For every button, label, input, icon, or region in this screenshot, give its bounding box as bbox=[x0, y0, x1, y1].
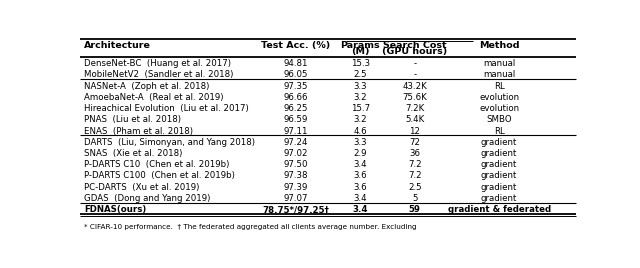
Text: 96.66: 96.66 bbox=[284, 93, 308, 102]
Text: 3.4: 3.4 bbox=[353, 194, 367, 203]
Text: 78.75*/97.25†: 78.75*/97.25† bbox=[262, 205, 329, 214]
Text: 5.4K: 5.4K bbox=[405, 115, 424, 124]
Text: gradient: gradient bbox=[481, 149, 517, 158]
Text: * CIFAR-10 performance.  † The federated aggregated all clients average number. : * CIFAR-10 performance. † The federated … bbox=[84, 224, 417, 230]
Text: 96.59: 96.59 bbox=[284, 115, 308, 124]
Text: P-DARTS C100  (Chen et al. 2019b): P-DARTS C100 (Chen et al. 2019b) bbox=[84, 172, 235, 180]
Text: 3.3: 3.3 bbox=[353, 82, 367, 91]
Text: 7.2K: 7.2K bbox=[405, 104, 424, 113]
Text: manual: manual bbox=[483, 70, 515, 79]
Text: 5: 5 bbox=[412, 194, 417, 203]
Text: 97.02: 97.02 bbox=[284, 149, 308, 158]
Text: 7.2: 7.2 bbox=[408, 160, 422, 169]
Text: 97.24: 97.24 bbox=[284, 138, 308, 147]
Text: gradient & federated: gradient & federated bbox=[447, 205, 550, 214]
Text: 43.2K: 43.2K bbox=[403, 82, 427, 91]
Text: 3.2: 3.2 bbox=[353, 93, 367, 102]
Text: 2.9: 2.9 bbox=[353, 149, 367, 158]
Text: RL: RL bbox=[493, 82, 504, 91]
Text: 97.50: 97.50 bbox=[284, 160, 308, 169]
Text: SNAS  (Xie et al. 2018): SNAS (Xie et al. 2018) bbox=[84, 149, 182, 158]
Text: gradient: gradient bbox=[481, 183, 517, 192]
Text: 3.2: 3.2 bbox=[353, 115, 367, 124]
Text: Architecture: Architecture bbox=[84, 41, 151, 50]
Text: 3.6: 3.6 bbox=[353, 183, 367, 192]
Text: -: - bbox=[413, 59, 417, 68]
Text: DARTS  (Liu, Simonyan, and Yang 2018): DARTS (Liu, Simonyan, and Yang 2018) bbox=[84, 138, 255, 147]
Text: 94.81: 94.81 bbox=[284, 59, 308, 68]
Text: manual: manual bbox=[483, 59, 515, 68]
Text: 97.39: 97.39 bbox=[284, 183, 308, 192]
Text: FDNAS(ours): FDNAS(ours) bbox=[84, 205, 146, 214]
Text: Params: Params bbox=[340, 41, 380, 50]
Text: 72: 72 bbox=[410, 138, 420, 147]
Text: gradient: gradient bbox=[481, 160, 517, 169]
Text: PNAS  (Liu et al. 2018): PNAS (Liu et al. 2018) bbox=[84, 115, 181, 124]
Text: AmoebaNet-A  (Real et al. 2019): AmoebaNet-A (Real et al. 2019) bbox=[84, 93, 223, 102]
Text: Search Cost: Search Cost bbox=[383, 41, 447, 50]
Text: gradient: gradient bbox=[481, 138, 517, 147]
Text: evolution: evolution bbox=[479, 104, 519, 113]
Text: Hireachical Evolution  (Liu et al. 2017): Hireachical Evolution (Liu et al. 2017) bbox=[84, 104, 249, 113]
Text: evolution: evolution bbox=[479, 93, 519, 102]
Text: 3.6: 3.6 bbox=[353, 172, 367, 180]
Text: 2.5: 2.5 bbox=[408, 183, 422, 192]
Text: DenseNet-BC  (Huang et al. 2017): DenseNet-BC (Huang et al. 2017) bbox=[84, 59, 231, 68]
Text: 75.6K: 75.6K bbox=[403, 93, 427, 102]
Text: 15.3: 15.3 bbox=[351, 59, 370, 68]
Text: 36: 36 bbox=[410, 149, 420, 158]
Text: 3.3: 3.3 bbox=[353, 138, 367, 147]
Text: 2.5: 2.5 bbox=[353, 70, 367, 79]
Text: 15.7: 15.7 bbox=[351, 104, 370, 113]
Text: RL: RL bbox=[493, 126, 504, 136]
Text: 12: 12 bbox=[410, 126, 420, 136]
Text: 7.2: 7.2 bbox=[408, 172, 422, 180]
Text: 3.4: 3.4 bbox=[353, 205, 368, 214]
Text: 4.6: 4.6 bbox=[353, 126, 367, 136]
Text: PC-DARTS  (Xu et al. 2019): PC-DARTS (Xu et al. 2019) bbox=[84, 183, 199, 192]
Text: SMBO: SMBO bbox=[486, 115, 512, 124]
Text: GDAS  (Dong and Yang 2019): GDAS (Dong and Yang 2019) bbox=[84, 194, 211, 203]
Text: 97.11: 97.11 bbox=[284, 126, 308, 136]
Text: gradient: gradient bbox=[481, 172, 517, 180]
Text: (GPU hours): (GPU hours) bbox=[382, 47, 447, 57]
Text: ENAS  (Pham et al. 2018): ENAS (Pham et al. 2018) bbox=[84, 126, 193, 136]
Text: 97.38: 97.38 bbox=[284, 172, 308, 180]
Text: NASNet-A  (Zoph et al. 2018): NASNet-A (Zoph et al. 2018) bbox=[84, 82, 209, 91]
Text: -: - bbox=[413, 70, 417, 79]
Text: (M): (M) bbox=[351, 47, 369, 57]
Text: Test Acc. (%): Test Acc. (%) bbox=[261, 41, 330, 50]
Text: MobileNetV2  (Sandler et al. 2018): MobileNetV2 (Sandler et al. 2018) bbox=[84, 70, 234, 79]
Text: 59: 59 bbox=[409, 205, 420, 214]
Text: Method: Method bbox=[479, 41, 520, 50]
Text: 96.25: 96.25 bbox=[284, 104, 308, 113]
Text: 96.05: 96.05 bbox=[284, 70, 308, 79]
Text: 97.35: 97.35 bbox=[284, 82, 308, 91]
Text: 3.4: 3.4 bbox=[353, 160, 367, 169]
Text: gradient: gradient bbox=[481, 194, 517, 203]
Text: 97.07: 97.07 bbox=[284, 194, 308, 203]
Text: P-DARTS C10  (Chen et al. 2019b): P-DARTS C10 (Chen et al. 2019b) bbox=[84, 160, 229, 169]
